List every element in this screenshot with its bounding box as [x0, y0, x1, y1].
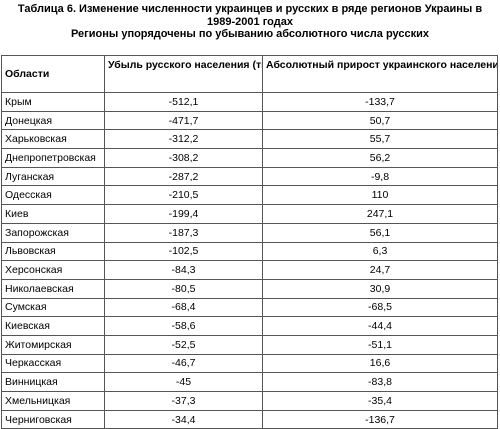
cell-ukrainian-growth: -44,4 — [262, 316, 498, 336]
cell-region: Житомирская — [1, 334, 105, 355]
table-row: Винницкая -45 -83,8 — [1, 372, 498, 392]
cell-russian-loss: -187,3 — [104, 222, 263, 243]
cell-russian-loss: -199,4 — [104, 204, 263, 224]
cell-ukrainian-growth: -83,8 — [262, 372, 498, 392]
cell-region: Сумская — [1, 297, 105, 318]
table-row: Крым -512,1 -133,7 — [1, 92, 498, 112]
cell-russian-loss: -52,5 — [104, 334, 263, 355]
table-row: Харьковская -312,2 55,7 — [1, 129, 498, 150]
cell-region: Крым — [1, 92, 105, 112]
table-row: Хмельницкая -37,3 -35,4 — [1, 391, 498, 411]
cell-ukrainian-growth: 6,3 — [262, 241, 498, 262]
cell-ukrainian-growth: 50,7 — [262, 110, 498, 131]
table-row: Запорожская -187,3 56,1 — [1, 222, 498, 243]
cell-russian-loss: -45 — [104, 372, 263, 392]
cell-region: Киев — [1, 204, 105, 224]
cell-region: Черкасская — [1, 353, 105, 374]
table-row: Одесская -210,5 110 — [1, 185, 498, 206]
cell-region: Донецкая — [1, 110, 105, 131]
table-row: Житомирская -52,5 -51,1 — [1, 334, 498, 355]
cell-russian-loss: -58,6 — [104, 316, 263, 336]
cell-ukrainian-growth: 56,2 — [262, 148, 498, 168]
table-row: Николаевская -80,5 30,9 — [1, 278, 498, 299]
cell-russian-loss: -46,7 — [104, 353, 263, 374]
cell-ukrainian-growth: 56,1 — [262, 222, 498, 243]
table-row: Львовская -102,5 6,3 — [1, 241, 498, 262]
regions-table: Области Убыль русского населения (тысяч … — [1, 55, 498, 429]
cell-russian-loss: -37,3 — [104, 391, 263, 411]
cell-region: Херсонская — [1, 260, 105, 280]
caption-title-years: 1989-2001 годах — [207, 15, 293, 28]
header-region: Области — [1, 55, 105, 93]
table-header-row: Области Убыль русского населения (тысяч … — [1, 55, 498, 93]
caption-title-line: Таблица 6. Изменение численности украинц… — [17, 3, 483, 15]
cell-region: Николаевская — [1, 278, 105, 299]
cell-russian-loss: -312,2 — [104, 129, 263, 150]
table-body: Крым -512,1 -133,7 Донецкая -471,7 50,7 Харько… — [1, 92, 498, 429]
table-row: Киев -199,4 247,1 — [1, 204, 498, 224]
cell-ukrainian-growth: -68,5 — [262, 297, 498, 318]
cell-russian-loss: -308,2 — [104, 148, 263, 168]
table-row: Херсонская -84,3 24,7 — [1, 260, 498, 280]
header-ukrainian-growth: Абсолютный прирост украинского населения… — [262, 55, 498, 93]
cell-region: Одесская — [1, 185, 105, 206]
cell-russian-loss: -471,7 — [104, 110, 263, 131]
table-row: Луганская -287,2 -9,8 — [1, 166, 498, 187]
cell-ukrainian-growth: 247,1 — [262, 204, 498, 224]
table-row: Киевская -58,6 -44,4 — [1, 316, 498, 336]
cell-ukrainian-growth: 30,9 — [262, 278, 498, 299]
cell-region: Киевская — [1, 316, 105, 336]
cell-ukrainian-growth: 24,7 — [262, 260, 498, 280]
cell-ukrainian-growth: 110 — [262, 185, 498, 206]
table-caption: Таблица 6. Изменение численности украинц… — [0, 3, 500, 41]
cell-region: Хмельницкая — [1, 391, 105, 411]
cell-russian-loss: -210,5 — [104, 185, 263, 206]
cell-russian-loss: -68,4 — [104, 297, 263, 318]
cell-ukrainian-growth: 55,7 — [262, 129, 498, 150]
cell-region: Львовская — [1, 241, 105, 262]
cell-region: Луганская — [1, 166, 105, 187]
cell-ukrainian-growth: -9,8 — [262, 166, 498, 187]
cell-region: Запорожская — [1, 222, 105, 243]
cell-region: Харьковская — [1, 129, 105, 150]
cell-russian-loss: -512,1 — [104, 92, 263, 112]
cell-ukrainian-growth: -35,4 — [262, 391, 498, 411]
cell-ukrainian-growth: -133,7 — [262, 92, 498, 112]
cell-region: Винницкая — [1, 372, 105, 392]
header-russian-loss: Убыль русского населения (тысяч человек) — [104, 55, 263, 93]
cell-ukrainian-growth: -51,1 — [262, 334, 498, 355]
caption-subtitle: Регионы упорядочены по убыванию абсолютн… — [70, 28, 430, 40]
table-row: Сумская -68,4 -68,5 — [1, 297, 498, 318]
cell-region: Днепропетровская — [1, 148, 105, 168]
cell-russian-loss: -80,5 — [104, 278, 263, 299]
cell-russian-loss: -84,3 — [104, 260, 263, 280]
table-row: Днепропетровская -308,2 56,2 — [1, 148, 498, 168]
cell-russian-loss: -102,5 — [104, 241, 263, 262]
cell-ukrainian-growth: 16,6 — [262, 353, 498, 374]
table-row: Донецкая -471,7 50,7 — [1, 110, 498, 131]
cell-russian-loss: -287,2 — [104, 166, 263, 187]
table-row: Черкасская -46,7 16,6 — [1, 353, 498, 374]
